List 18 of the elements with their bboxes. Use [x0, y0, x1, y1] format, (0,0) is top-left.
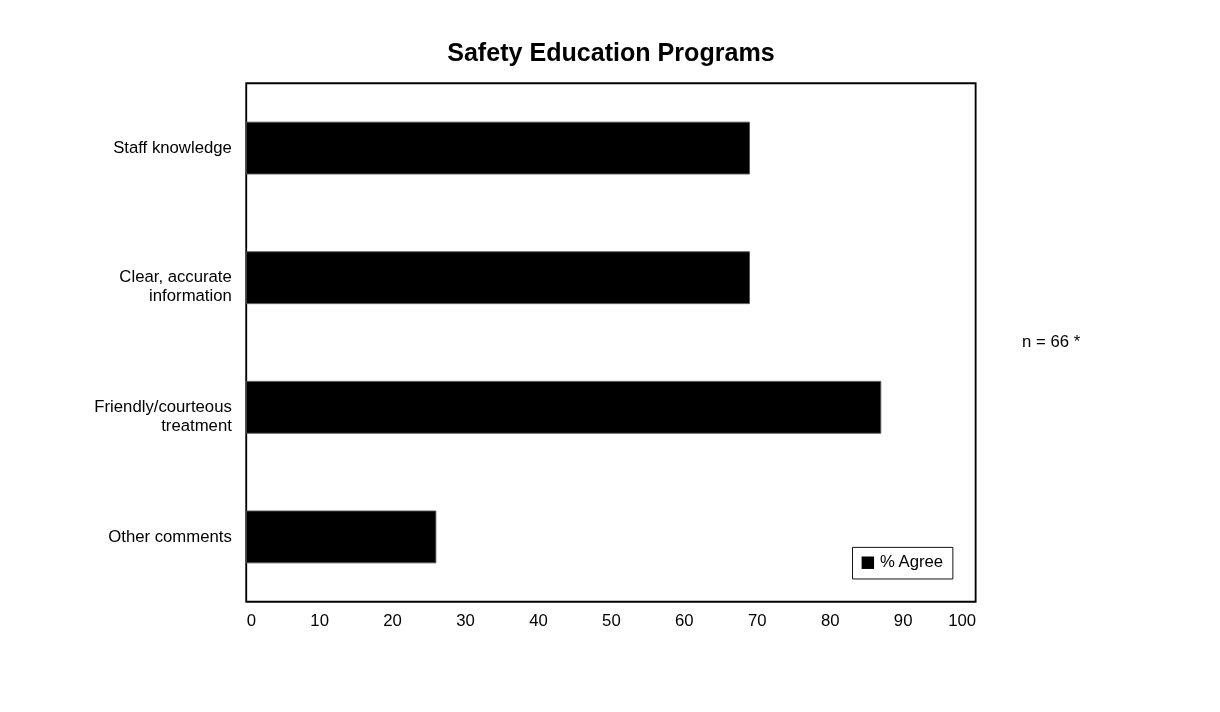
x-tick-label: 30: [456, 611, 475, 631]
x-tick-label: 90: [893, 611, 913, 631]
x-tick-label: 0: [246, 611, 257, 631]
x-tick-label: 80: [820, 611, 840, 631]
x-tick-label: 20: [383, 611, 402, 631]
x-tick-label: 50: [602, 611, 621, 631]
y-tick-label: Other comments: [108, 526, 232, 546]
x-tick-label: 60: [675, 611, 694, 631]
x-tick-label: 40: [529, 611, 548, 631]
y-tick-label: Staff knowledge: [113, 137, 232, 157]
x-tick-label: 70: [747, 611, 767, 631]
y-tick-label: Clear, accurate information: [119, 267, 232, 305]
x-tick-label: 100: [948, 611, 977, 631]
x-tick-label: 10: [310, 611, 329, 631]
chart-title: Safety Education Programs: [447, 37, 775, 66]
text: n = 66 *: [1022, 332, 1081, 352]
y-tick-label: Friendly/courteous treatment: [94, 396, 233, 435]
legend-label: % Agree: [879, 552, 944, 572]
